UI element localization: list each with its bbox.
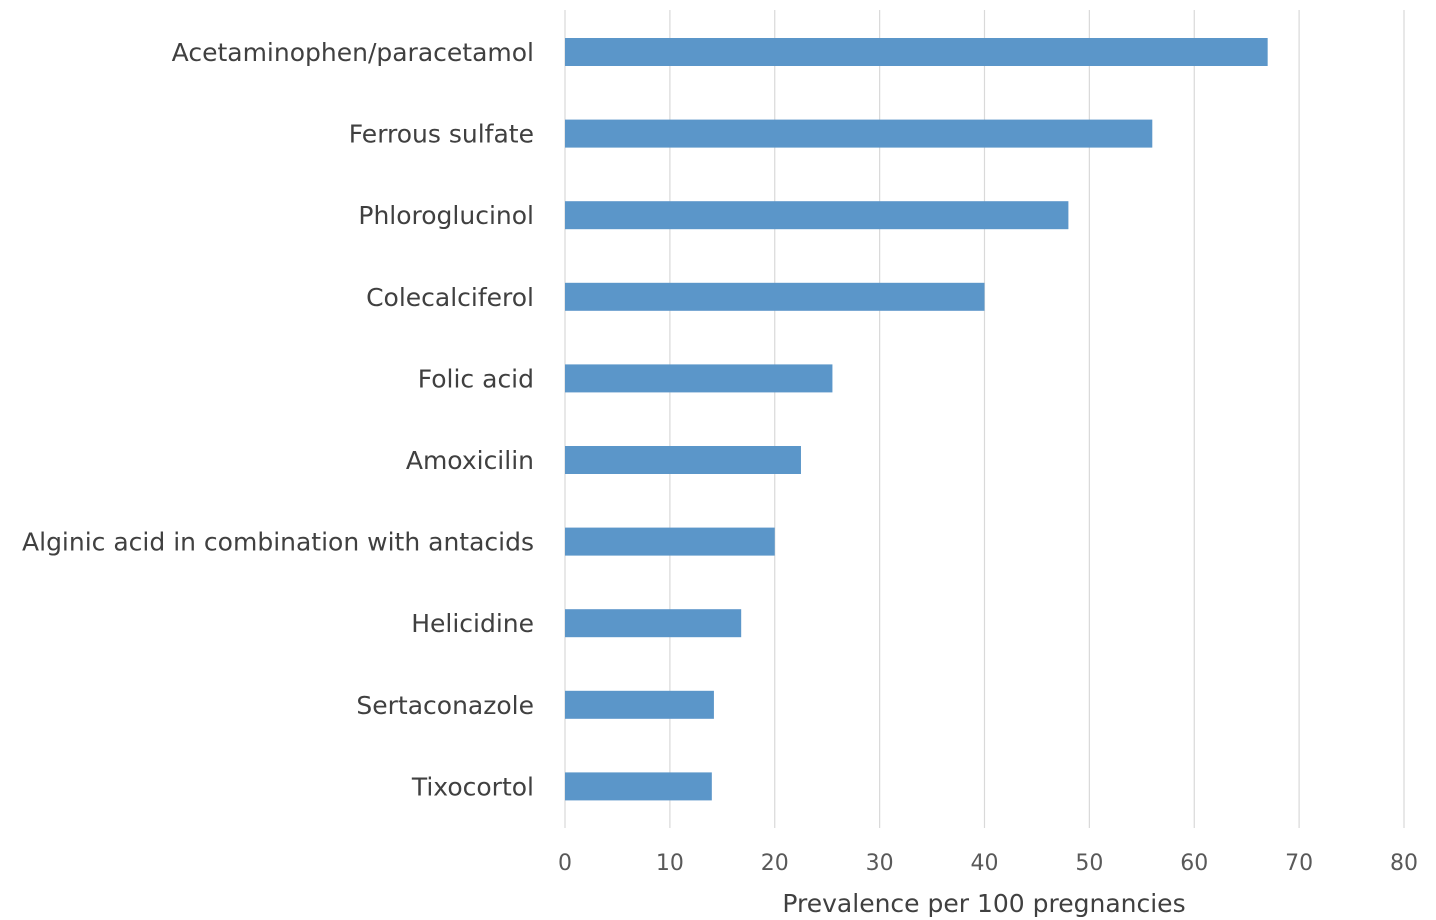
category-label-5: Folic acid xyxy=(418,364,534,393)
x-tick-label-20: 20 xyxy=(761,851,789,876)
category-label-4: Colecalciferol xyxy=(366,283,534,312)
bar-9 xyxy=(565,690,714,719)
category-label-1: Acetaminophen/paracetamol xyxy=(172,38,534,67)
category-label-10: Tixocortol xyxy=(411,772,534,801)
x-tick-label-30: 30 xyxy=(866,851,894,876)
category-label-9: Sertaconazole xyxy=(356,691,534,720)
category-label-8: Helicidine xyxy=(411,609,534,638)
category-labels: Acetaminophen/paracetamol Ferrous sulfate… xyxy=(22,38,534,801)
x-tick-labels: 0 10 20 30 40 50 60 70 80 xyxy=(558,851,1418,876)
category-label-7: Alginic acid in combination with antacid… xyxy=(22,528,534,557)
x-tick-label-50: 50 xyxy=(1075,851,1103,876)
bar-10 xyxy=(565,772,712,801)
bar-3 xyxy=(565,201,1069,230)
x-axis-title: Prevalence per 100 pregnancies xyxy=(782,889,1185,918)
bar-8 xyxy=(565,609,742,638)
x-tick-label-40: 40 xyxy=(971,851,999,876)
x-tick-label-60: 60 xyxy=(1180,851,1208,876)
x-tick-label-0: 0 xyxy=(558,851,572,876)
bar-7 xyxy=(565,527,775,556)
bar-2 xyxy=(565,119,1153,148)
category-label-2: Ferrous sulfate xyxy=(349,120,534,149)
bar-1 xyxy=(565,38,1268,66)
x-tick-label-10: 10 xyxy=(656,851,684,876)
x-tick-label-70: 70 xyxy=(1285,851,1313,876)
category-label-3: Phloroglucinol xyxy=(358,201,534,230)
bar-5 xyxy=(565,364,833,393)
bars xyxy=(565,38,1268,801)
bar-6 xyxy=(565,446,801,474)
x-tick-label-80: 80 xyxy=(1390,851,1418,876)
category-label-6: Amoxicilin xyxy=(406,446,534,475)
bar-4 xyxy=(565,282,985,311)
